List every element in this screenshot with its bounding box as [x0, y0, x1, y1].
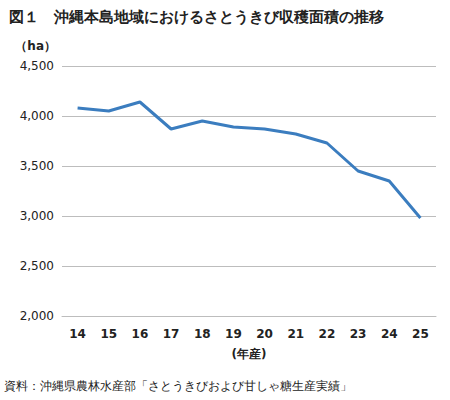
svg-text:4,500: 4,500: [20, 59, 54, 73]
svg-text:2,000: 2,000: [20, 309, 54, 323]
svg-text:3,500: 3,500: [20, 159, 54, 173]
svg-text:(年産): (年産): [232, 347, 267, 361]
svg-text:18: 18: [194, 327, 211, 341]
svg-text:16: 16: [132, 327, 149, 341]
svg-text:2,500: 2,500: [20, 259, 54, 273]
svg-text:4,000: 4,000: [20, 109, 54, 123]
svg-text:17: 17: [163, 327, 180, 341]
svg-text:19: 19: [225, 327, 242, 341]
svg-text:（ha）: （ha）: [15, 39, 56, 53]
svg-text:15: 15: [100, 327, 117, 341]
svg-text:25: 25: [412, 327, 429, 341]
svg-text:3,000: 3,000: [20, 209, 54, 223]
svg-text:24: 24: [381, 327, 398, 341]
svg-text:20: 20: [256, 327, 273, 341]
svg-text:資料：沖縄県農林水産部「さとうきびおよび甘しゃ糖生産実績」: 資料：沖縄県農林水産部「さとうきびおよび甘しゃ糖生産実績」: [4, 379, 352, 393]
svg-text:14: 14: [69, 327, 86, 341]
svg-text:23: 23: [350, 327, 367, 341]
svg-text:図１ 沖縄本島地域におけるさとうきび収穫面積の推移: 図１ 沖縄本島地域におけるさとうきび収穫面積の推移: [9, 8, 384, 26]
svg-text:22: 22: [319, 327, 336, 341]
svg-text:21: 21: [287, 327, 304, 341]
